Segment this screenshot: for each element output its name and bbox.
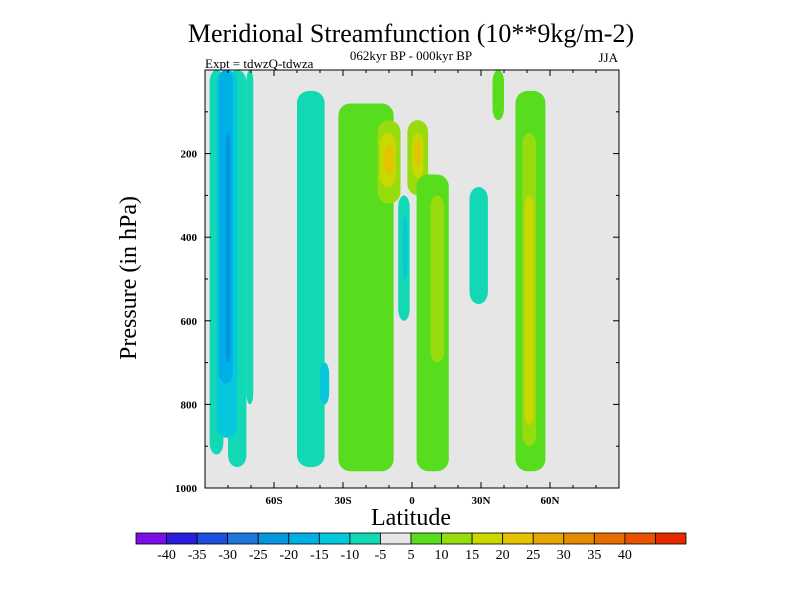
- contour-region-4: [225, 132, 231, 363]
- y-tick-label: 600: [181, 316, 198, 328]
- experiment-label: Expt = tdwzQ-tdwza: [205, 56, 314, 71]
- contour-region-11: [384, 145, 394, 175]
- colorbar-swatch: [655, 532, 687, 545]
- colorbar-label: -15: [310, 548, 329, 563]
- x-tick-label: 60S: [265, 495, 282, 507]
- colorbar-swatch: [624, 532, 656, 545]
- colorbar-swatch: [532, 532, 565, 545]
- colorbar-label: -35: [188, 548, 207, 563]
- colorbar-label: 25: [526, 548, 540, 563]
- colorbar-swatch: [380, 532, 412, 545]
- x-tick-label: 60N: [541, 495, 560, 507]
- colorbar-label: -25: [249, 548, 268, 563]
- colorbar-label: -40: [157, 548, 176, 563]
- contour-region-14: [414, 141, 422, 167]
- colorbar-label: 5: [408, 548, 415, 563]
- season-label: JJA: [598, 50, 618, 65]
- colorbar-swatch: [502, 532, 534, 545]
- colorbar-swatch: [563, 532, 595, 545]
- x-axis-label: Latitude: [371, 505, 451, 531]
- colorbar-swatch: [166, 532, 198, 545]
- contour-region-18: [402, 216, 408, 279]
- contour-region-23: [524, 195, 534, 426]
- x-axis-ticks: 60S 30S 0 30N 60N: [204, 70, 620, 507]
- contour-region-5: [246, 70, 254, 405]
- colorbar-label: 30: [557, 548, 571, 563]
- colorbar-label: 35: [587, 548, 601, 563]
- plot-area: 60S 30S 0 30N 60N 200 400 600 800 1000: [175, 69, 620, 507]
- y-tick-label: 200: [181, 149, 198, 161]
- colorbar-label: -20: [279, 548, 298, 563]
- colorbar-label: 20: [496, 548, 510, 563]
- contour-region-16: [430, 195, 445, 363]
- colorbar-label: 40: [618, 548, 632, 563]
- contour-region-20: [492, 70, 504, 121]
- colorbar-swatch: [349, 532, 381, 545]
- colorbar-swatch: [257, 532, 290, 545]
- period-label: 062kyr BP - 000kyr BP: [350, 48, 472, 63]
- colorbar-swatch: [227, 532, 259, 545]
- colorbar: [135, 532, 687, 545]
- contour-region-7: [320, 362, 330, 405]
- y-tick-label: 1000: [175, 483, 198, 495]
- chart-title: Meridional Streamfunction (10**9kg/m-2): [188, 19, 634, 48]
- contour-region-6: [297, 90, 325, 468]
- y-tick-label: 800: [181, 399, 198, 411]
- x-tick-label: 0: [409, 495, 415, 507]
- colorbar-label: -5: [375, 548, 387, 563]
- colorbar-labels: -40 -35 -30 -25 -20 -15 -10 -5 5 10 15 20 25 30 35 40: [157, 548, 632, 563]
- colorbar-swatch: [441, 532, 473, 545]
- colorbar-label: -10: [341, 548, 360, 563]
- colorbar-swatch: [196, 532, 229, 545]
- colorbar-swatch: [288, 532, 320, 545]
- colorbar-swatch: [318, 532, 351, 545]
- contour-regions: [209, 70, 546, 472]
- colorbar-swatch: [135, 532, 167, 545]
- x-tick-label: 30S: [334, 495, 351, 507]
- y-axis-ticks: 200 400 600 800 1000: [175, 111, 619, 495]
- colorbar-label: -30: [218, 548, 237, 563]
- colorbar-swatch: [410, 532, 442, 545]
- colorbar-swatch: [471, 532, 504, 545]
- y-axis-label: Pressure (in hPa): [116, 196, 142, 360]
- x-tick-label: 30N: [472, 495, 491, 507]
- contour-region-19: [469, 187, 488, 305]
- colorbar-label: 15: [465, 548, 479, 563]
- y-tick-label: 400: [181, 232, 198, 244]
- colorbar-swatch: [593, 532, 626, 545]
- colorbar-label: 10: [435, 548, 449, 563]
